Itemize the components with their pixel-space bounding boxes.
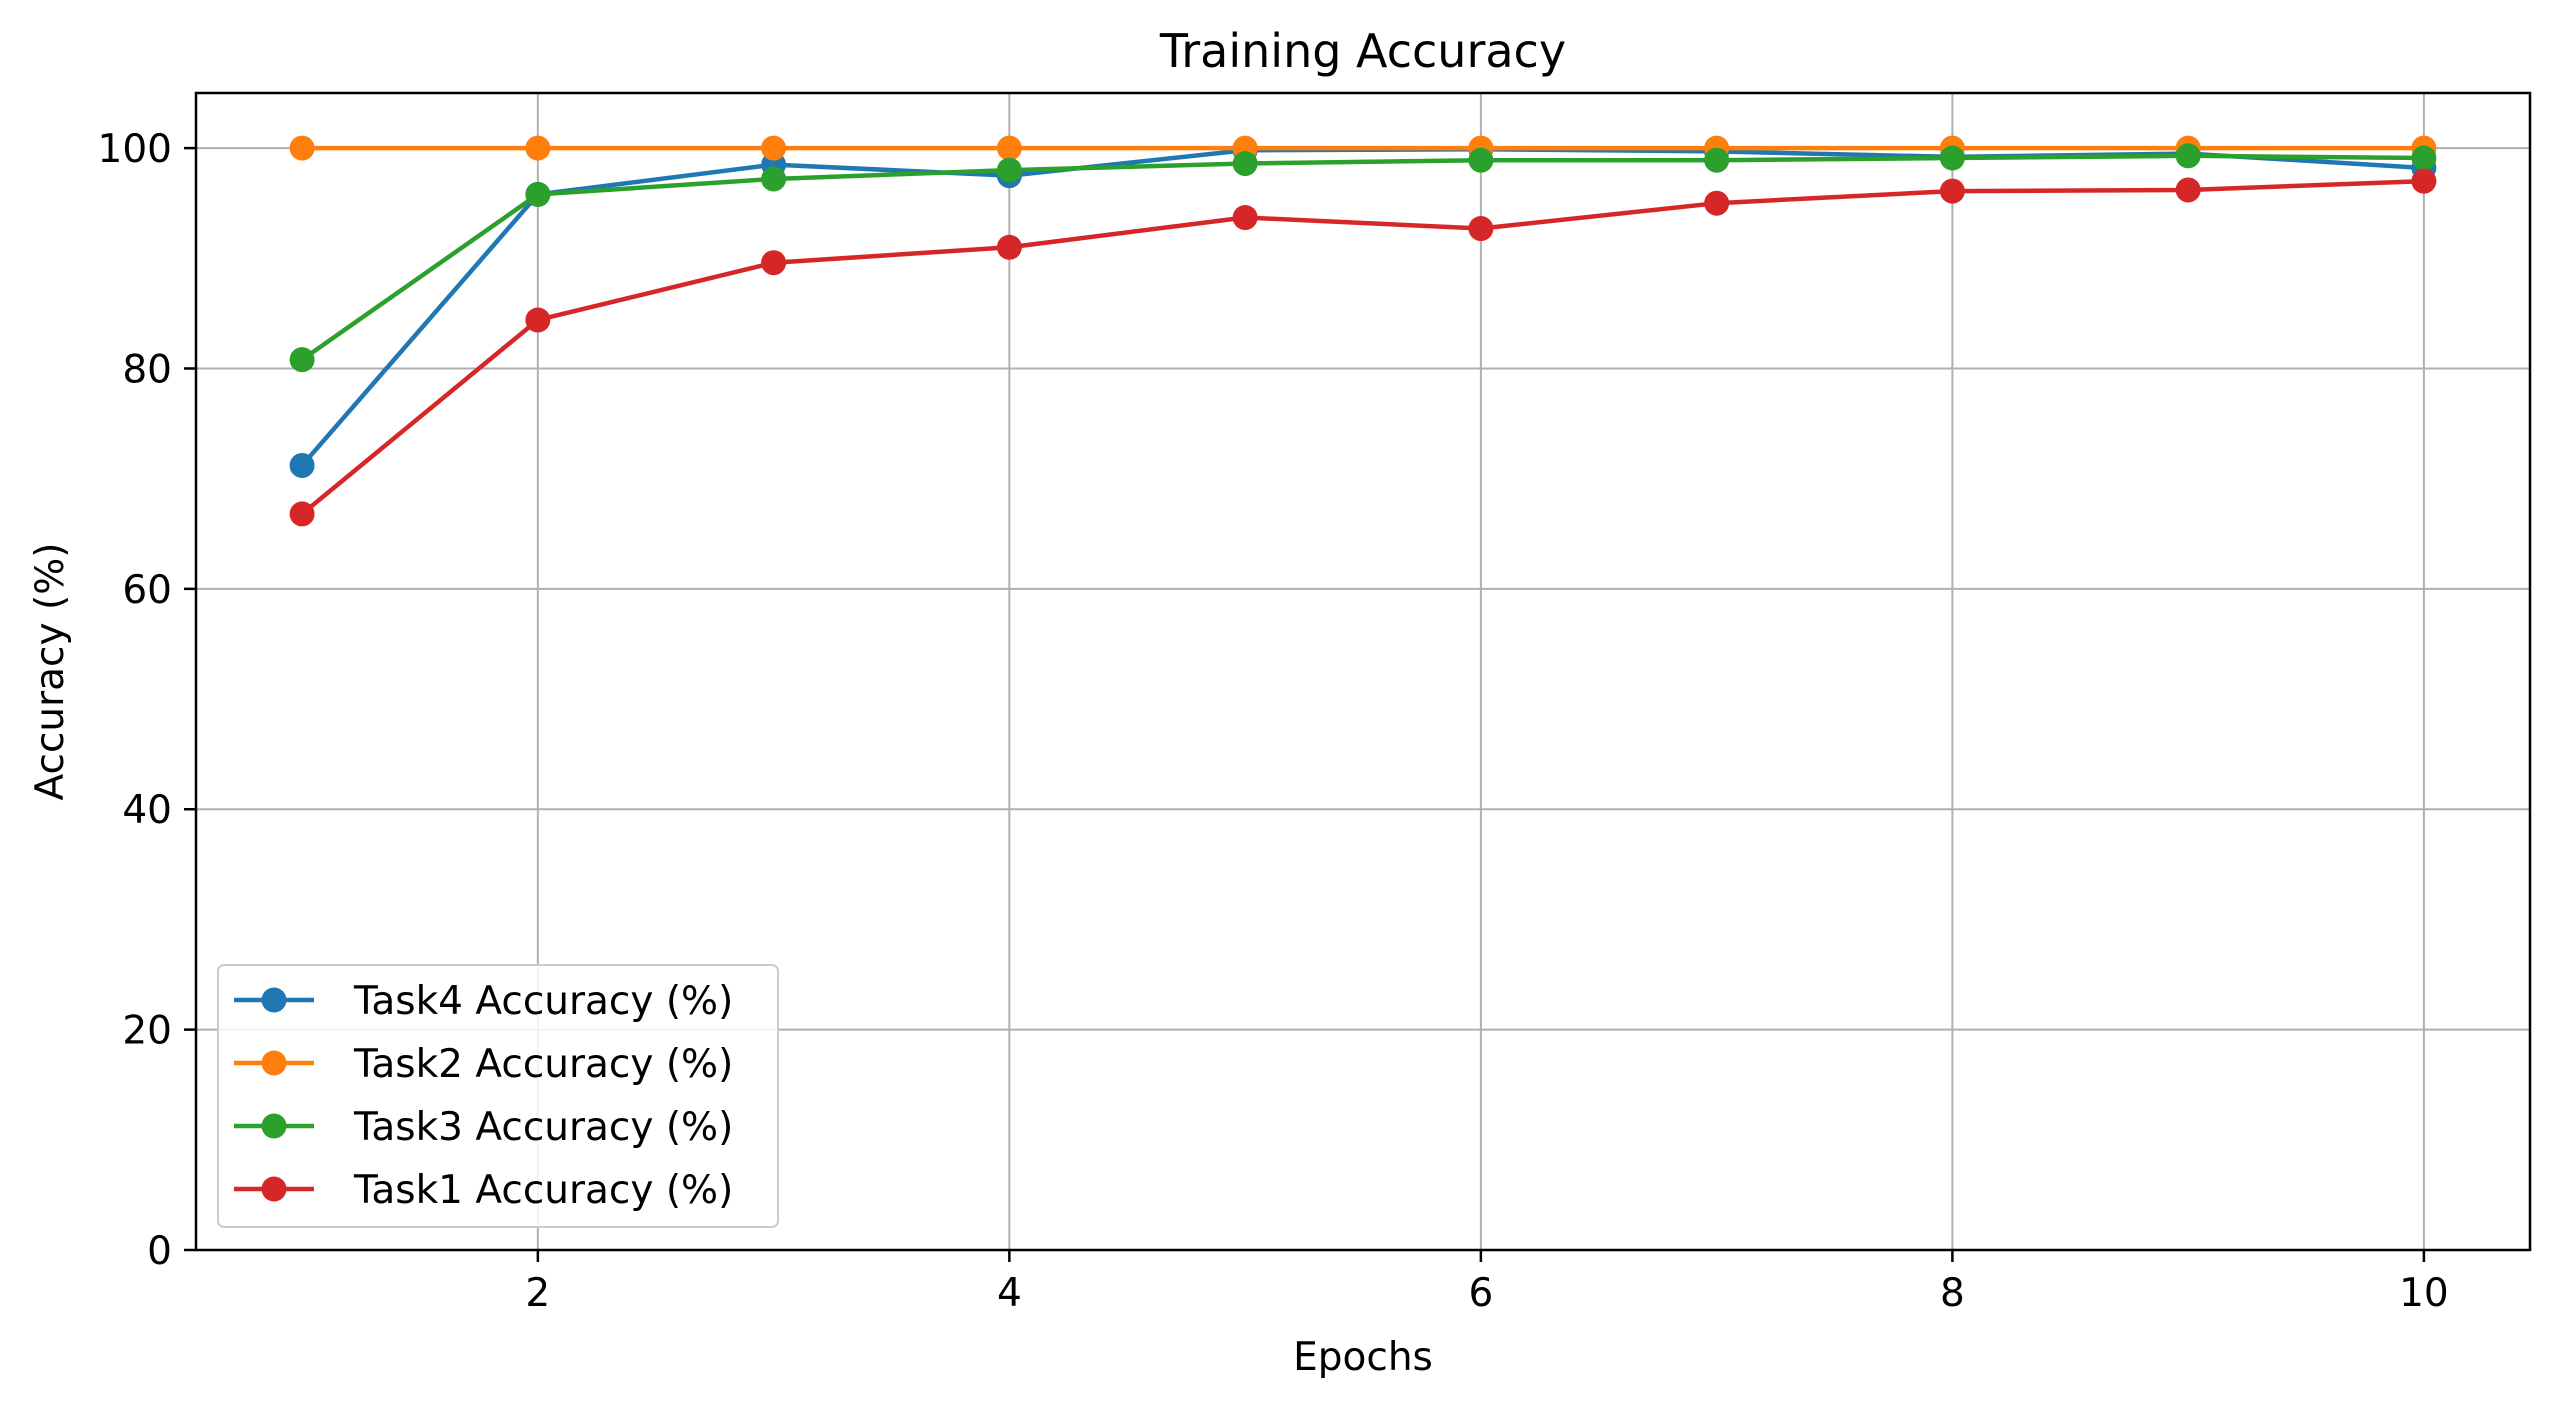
y-tick-label: 20 [122, 1009, 172, 1054]
x-tick-label: 6 [1468, 1271, 1493, 1316]
data-point [1468, 147, 1494, 173]
data-point [761, 135, 787, 161]
x-axis-label: Epochs [1293, 1335, 1433, 1380]
series-4 [289, 168, 2437, 527]
legend-items: Task4 Accuracy (%) Task2 Accuracy (%) Task… [234, 979, 733, 1213]
legend-swatch-marker [261, 1113, 287, 1139]
y-tick-label: 40 [122, 788, 172, 833]
legend-item: Task1 Accuracy (%) [234, 1168, 733, 1213]
data-point [1704, 190, 1730, 216]
data-point [996, 157, 1022, 183]
data-point [1939, 178, 1965, 204]
data-point [2411, 145, 2437, 171]
series-layer [289, 135, 2437, 527]
data-point [289, 452, 315, 478]
y-tick-label: 60 [122, 568, 172, 613]
data-point [1232, 151, 1258, 177]
axes-frame [194, 91, 2532, 1252]
y-axis-label: Accuracy (%) [28, 543, 73, 801]
legend-label: Task4 Accuracy (%) [353, 979, 733, 1024]
data-point [2175, 143, 2201, 169]
data-point [289, 135, 315, 161]
data-point [2411, 168, 2437, 194]
data-point [289, 347, 315, 373]
legend-label: Task3 Accuracy (%) [353, 1105, 733, 1150]
x-tick-label: 8 [1940, 1271, 1965, 1316]
data-point [525, 135, 551, 161]
series-3 [289, 143, 2437, 373]
y-tick-label: 80 [122, 347, 172, 392]
data-point [525, 307, 551, 333]
data-point [996, 135, 1022, 161]
legend-swatch-marker [261, 1176, 287, 1202]
chart-title: Training Accuracy [1159, 24, 1566, 78]
legend-label: Task2 Accuracy (%) [353, 1042, 733, 1087]
data-point [1468, 216, 1494, 242]
x-tick-label: 4 [997, 1271, 1022, 1316]
legend-item: Task2 Accuracy (%) [234, 1042, 733, 1087]
legend: Task4 Accuracy (%) Task2 Accuracy (%) Task… [217, 964, 779, 1228]
series-line [299, 178, 2427, 517]
data-point [996, 234, 1022, 260]
series-line [299, 153, 2427, 362]
legend-swatch-marker [261, 1050, 287, 1076]
y-tick-label: 0 [147, 1229, 172, 1274]
legend-swatch-marker [261, 987, 287, 1013]
data-point [1232, 205, 1258, 231]
data-point [289, 501, 315, 527]
data-point [761, 250, 787, 276]
data-point [2175, 177, 2201, 203]
legend-item: Task4 Accuracy (%) [234, 979, 733, 1024]
legend-item: Task3 Accuracy (%) [234, 1105, 733, 1150]
data-point [1704, 147, 1730, 173]
data-point [1939, 145, 1965, 171]
x-tick-label: 2 [525, 1271, 550, 1316]
data-point [525, 181, 551, 207]
legend-label: Task1 Accuracy (%) [353, 1168, 733, 1213]
data-point [761, 166, 787, 192]
legend-box [217, 964, 779, 1228]
y-tick-label: 100 [98, 127, 172, 172]
x-tick-label: 10 [2399, 1271, 2449, 1316]
